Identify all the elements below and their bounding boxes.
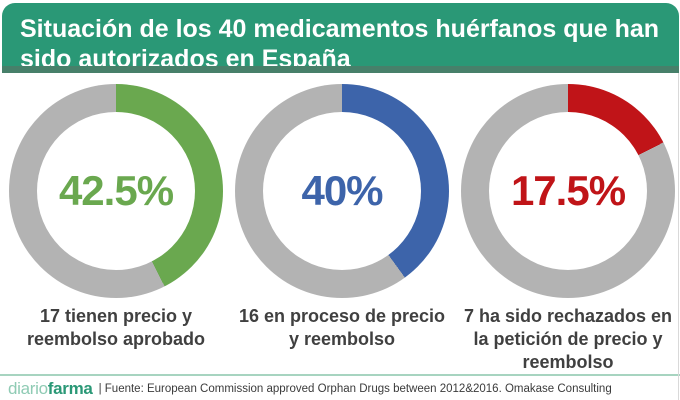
header-banner: Situación de los 40 medicamentos huérfan… (2, 3, 679, 73)
percent-label-in-process: 40% (301, 167, 383, 214)
caption-approved: 17 tienen precio y reembolso aprobado (26, 306, 206, 349)
page-right-border (678, 73, 679, 400)
donut-ring-rejected: 17.5% (461, 84, 675, 298)
donut-hole: 40% (263, 112, 421, 270)
donut-ring-approved: 42.5% (9, 84, 223, 298)
diariofarma-logo: diariofarma (8, 379, 93, 399)
logo-farma: farma (47, 379, 93, 398)
source-text: | Fuente: European Commission approved O… (98, 383, 612, 395)
header-divider (2, 66, 679, 73)
donut-ring-in-process: 40% (235, 84, 449, 298)
percent-label-approved: 42.5% (58, 167, 174, 214)
donut-hole: 42.5% (37, 112, 195, 270)
footer: diariofarma | Fuente: European Commissio… (8, 378, 680, 400)
caption-in-process: 16 en proceso de precio y reembolso (238, 306, 446, 349)
donut-chart-in-process: 40% 16 en proceso de precio y reembolso (231, 84, 453, 374)
charts-row: 42.5% 17 tienen precio y reembolso aprob… (5, 84, 679, 374)
donut-hole: 17.5% (489, 112, 647, 270)
footer-separator (0, 374, 680, 376)
page-title: Situación de los 40 medicamentos huérfan… (20, 15, 660, 73)
percent-label-rejected: 17.5% (510, 167, 626, 214)
donut-chart-rejected: 17.5% 7 ha sido rechazados en la petició… (457, 84, 679, 374)
caption-rejected: 7 ha sido rechazados en la petición de p… (463, 306, 673, 372)
donut-chart-approved: 42.5% 17 tienen precio y reembolso aprob… (5, 84, 227, 374)
logo-diario: diario (8, 379, 48, 398)
